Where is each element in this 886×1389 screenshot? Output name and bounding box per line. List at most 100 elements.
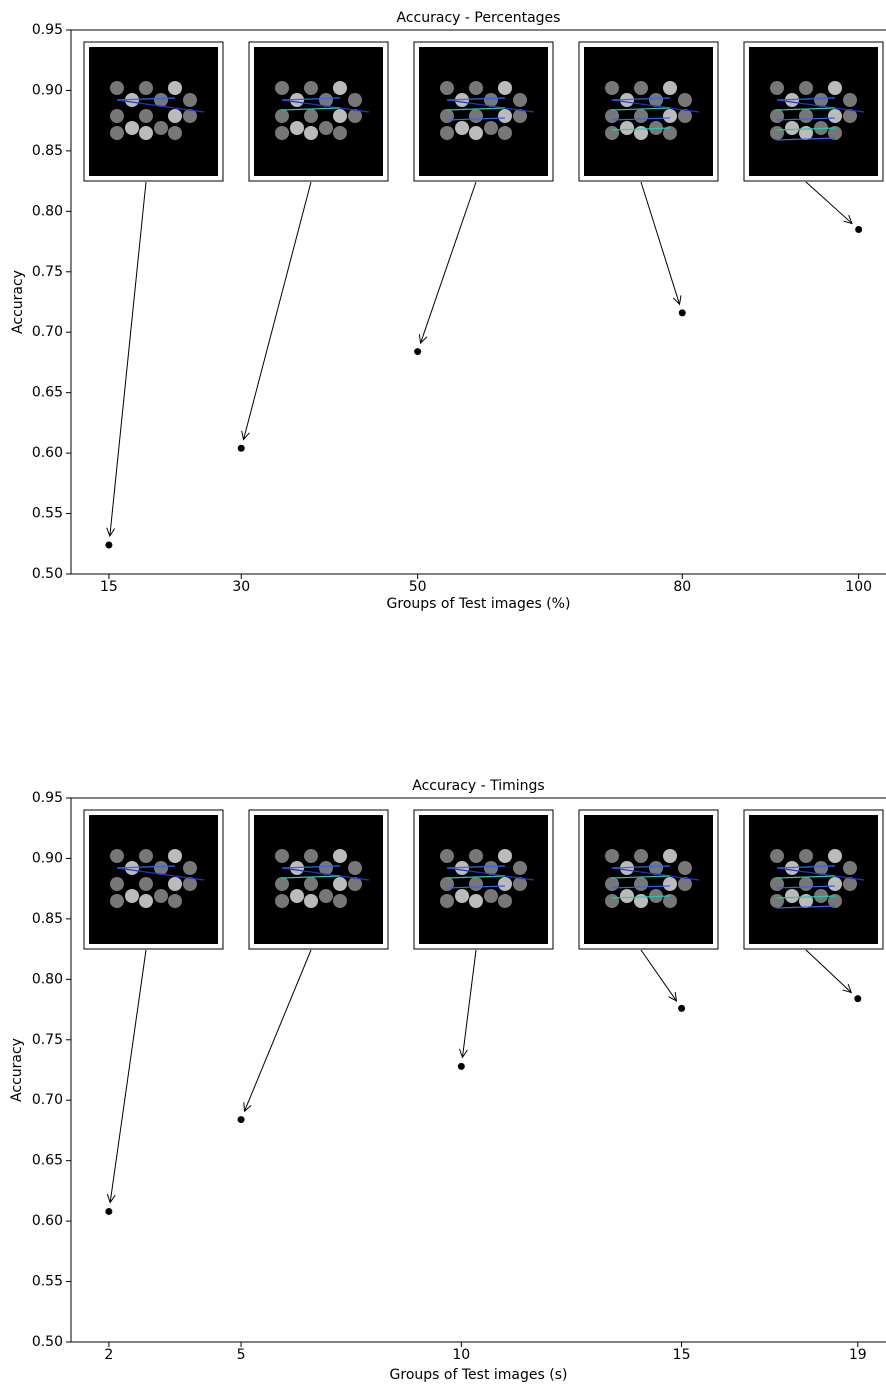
inset-dot [498,109,512,123]
inset-dot [484,121,498,135]
inset-dot [440,849,454,863]
data-point [678,1005,685,1012]
inset-dot [498,81,512,95]
inset-dot [770,877,784,891]
annotation-arrow [641,950,676,1001]
y-tick-label: 0.70 [32,1092,63,1108]
x-tick-label: 100 [845,579,872,595]
inset-dot [139,109,153,123]
inset-dot [275,894,289,908]
inset-dot [275,877,289,891]
inset-dot [440,877,454,891]
y-tick-label: 0.55 [32,506,63,522]
inset-dot [110,126,124,140]
inset-dot [634,849,648,863]
x-tick-label: 19 [849,1347,867,1363]
x-tick-label: 2 [104,1347,113,1363]
inset-dot [469,877,483,891]
inset-dot [469,126,483,140]
inset-dot [634,126,648,140]
y-tick-label: 0.95 [32,22,63,38]
inset-dot [275,126,289,140]
y-tick-label: 0.95 [32,790,63,806]
inset-dot [333,109,347,123]
annotation-arrow [462,950,476,1057]
y-tick-label: 0.50 [32,566,63,582]
inset-dot [319,889,333,903]
inset-dot [678,861,692,875]
inset-dot [125,889,139,903]
inset-dot [168,109,182,123]
inset-dot [469,81,483,95]
inset-image [84,810,223,949]
annotation-arrow [244,950,311,1111]
inset-dot [770,849,784,863]
inset-dot [799,126,813,140]
inset-dot [319,121,333,135]
y-tick-label: 0.65 [32,385,63,401]
x-tick-label: 50 [409,579,427,595]
y-tick-label: 0.90 [32,82,63,98]
inset-dot [799,81,813,95]
inset-dot [110,81,124,95]
chart-title: Accuracy - Timings [412,778,544,794]
inset-dot [605,81,619,95]
y-tick-label: 0.80 [32,971,63,987]
inset-dot [799,894,813,908]
inset-image [744,42,883,181]
inset-dot [678,93,692,107]
data-point [414,348,421,355]
inset-dot [139,894,153,908]
inset-dot [770,894,784,908]
y-tick-label: 0.60 [32,445,63,461]
inset-dot [605,877,619,891]
inset-image [84,42,223,181]
inset-image [414,810,553,949]
x-tick-label: 80 [673,579,691,595]
inset-dot [110,109,124,123]
inset-dot [770,126,784,140]
inset-dot [139,877,153,891]
data-point [105,1208,112,1215]
inset-dot [799,849,813,863]
inset-dot [469,109,483,123]
annotation-arrow [244,182,311,440]
inset-dot [634,81,648,95]
annotation-arrow [110,182,146,536]
x-tick-label: 15 [673,1347,691,1363]
y-tick-label: 0.85 [32,911,63,927]
inset-dot [843,861,857,875]
inset-image [249,42,388,181]
x-axis-label: Groups of Test images (s) [390,1367,568,1383]
y-axis-label: Accuracy [9,1038,25,1102]
inset-dot [828,109,842,123]
inset-dot [304,849,318,863]
figure: Accuracy - Percentages0.500.550.600.650.… [0,0,886,1389]
inset-dot [605,894,619,908]
inset-dot [168,877,182,891]
inset-dot [634,877,648,891]
inset-dot [333,849,347,863]
inset-dot [168,849,182,863]
inset-dot [183,93,197,107]
inset-dot [304,109,318,123]
inset-dot [275,849,289,863]
inset-dot [828,81,842,95]
data-point [105,541,112,548]
x-tick-label: 30 [232,579,250,595]
y-tick-label: 0.75 [32,264,63,280]
data-point [458,1063,465,1070]
inset-dot [605,849,619,863]
inset-dot [154,889,168,903]
inset-dot [663,109,677,123]
inset-dot [440,109,454,123]
inset-dot [663,849,677,863]
inset-dot [154,121,168,135]
data-point [679,309,686,316]
inset-dot [304,877,318,891]
page: Accuracy - Percentages0.500.550.600.650.… [0,0,886,1389]
inset-dot [333,894,347,908]
inset-dot [663,877,677,891]
inset-dot [110,849,124,863]
inset-dot [484,889,498,903]
